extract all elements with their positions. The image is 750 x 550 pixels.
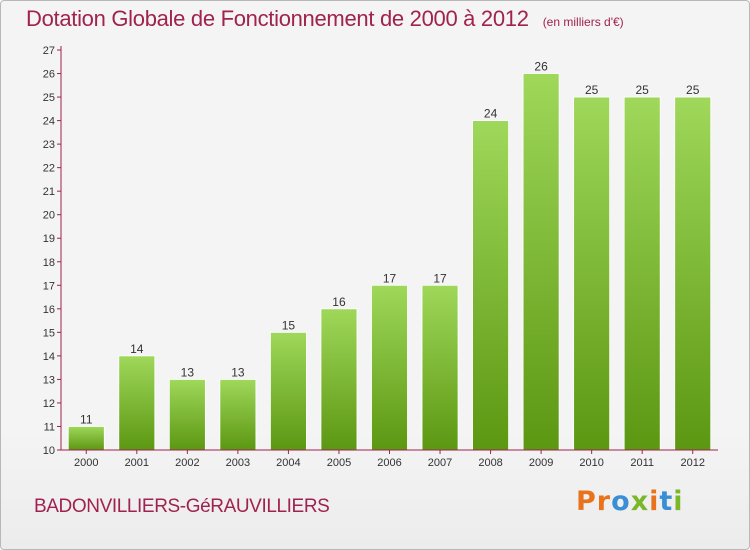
y-tick-label-12: 12 bbox=[43, 398, 55, 410]
data-label-2005: 16 bbox=[332, 295, 346, 309]
bar-2009 bbox=[522, 73, 560, 451]
y-tick-label-10: 10 bbox=[43, 445, 55, 457]
y-tick-label-19: 19 bbox=[43, 233, 55, 245]
data-label-2004: 15 bbox=[282, 318, 296, 332]
y-tick-label-13: 13 bbox=[43, 374, 55, 386]
bar-2011 bbox=[623, 96, 661, 451]
y-tick-label-23: 23 bbox=[43, 139, 55, 151]
x-tick-label-2008: 2008 bbox=[478, 457, 502, 469]
y-tick-label-18: 18 bbox=[43, 257, 55, 269]
logo-letter: x bbox=[630, 486, 650, 517]
labels-group: 11 2000 14 2001 13 2002 13 2003 15 2004 16 2005 17 20… bbox=[43, 45, 705, 469]
data-label-2011: 25 bbox=[636, 83, 650, 97]
x-tick-label-2003: 2003 bbox=[226, 457, 250, 469]
y-tick-label-27: 27 bbox=[43, 45, 55, 57]
x-tick-label-2001: 2001 bbox=[125, 457, 149, 469]
y-tick-label-17: 17 bbox=[43, 280, 55, 292]
data-label-2012: 25 bbox=[686, 83, 700, 97]
data-label-2002: 13 bbox=[181, 365, 195, 379]
bar-2006 bbox=[371, 284, 408, 451]
logo-letter: i bbox=[649, 486, 660, 517]
y-tick-label-21: 21 bbox=[43, 186, 55, 198]
data-label-2001: 14 bbox=[130, 342, 144, 356]
y-tick-label-25: 25 bbox=[43, 92, 55, 104]
data-label-2008: 24 bbox=[484, 107, 498, 121]
unit-text: (en milliers d'€) bbox=[542, 15, 624, 29]
logo-letter: r bbox=[596, 486, 612, 517]
y-tick-label-14: 14 bbox=[43, 351, 55, 363]
x-tick-label-2000: 2000 bbox=[74, 457, 98, 469]
data-label-2007: 17 bbox=[433, 271, 447, 285]
y-tick-label-22: 22 bbox=[43, 163, 55, 175]
data-label-2003: 13 bbox=[231, 365, 245, 379]
x-tick-label-2011: 2011 bbox=[630, 457, 654, 469]
bar-2007 bbox=[421, 284, 459, 451]
x-tick-label-2010: 2010 bbox=[579, 457, 603, 469]
logo-letter: i bbox=[673, 486, 684, 517]
x-tick-label-2012: 2012 bbox=[680, 457, 704, 469]
x-tick-label-2007: 2007 bbox=[428, 457, 452, 469]
bar-2010 bbox=[573, 96, 611, 451]
commune-name: BADONVILLIERS-GéRAUVILLIERS bbox=[34, 496, 330, 517]
x-tick-label-2009: 2009 bbox=[529, 457, 553, 469]
x-tick-label-2006: 2006 bbox=[377, 457, 401, 469]
data-label-2009: 26 bbox=[534, 60, 548, 74]
y-tick-label-20: 20 bbox=[43, 210, 55, 222]
bars-group bbox=[67, 73, 712, 451]
bar-2002 bbox=[168, 379, 206, 451]
data-label-2000: 11 bbox=[80, 412, 93, 426]
bar-2012 bbox=[674, 96, 712, 451]
bar-2008 bbox=[472, 120, 509, 451]
x-tick-label-2005: 2005 bbox=[327, 457, 351, 469]
y-tick-label-11: 11 bbox=[44, 421, 55, 433]
y-tick-label-24: 24 bbox=[43, 116, 55, 128]
data-label-2010: 25 bbox=[585, 83, 599, 97]
y-tick-label-26: 26 bbox=[43, 69, 55, 81]
x-tick-label-2004: 2004 bbox=[276, 457, 300, 469]
bar-2004 bbox=[270, 331, 307, 451]
y-tick-label-15: 15 bbox=[43, 327, 55, 339]
logo-letter: o bbox=[611, 486, 631, 517]
y-tick-label-16: 16 bbox=[43, 304, 55, 316]
proxiti-logo: Proxiti bbox=[576, 486, 684, 517]
title-text: Dotation Globale de Fonctionnement de 20… bbox=[26, 6, 529, 31]
logo-letter: P bbox=[576, 486, 597, 517]
logo-letter: t bbox=[659, 486, 674, 517]
axes-group bbox=[57, 46, 718, 454]
chart-title: Dotation Globale de Fonctionnement de 20… bbox=[26, 6, 624, 32]
bar-2005 bbox=[320, 308, 358, 451]
x-tick-label-2002: 2002 bbox=[175, 457, 199, 469]
data-label-2006: 17 bbox=[383, 271, 397, 285]
bar-2000 bbox=[67, 426, 105, 451]
bar-2003 bbox=[219, 379, 257, 451]
bar-2001 bbox=[118, 355, 156, 451]
